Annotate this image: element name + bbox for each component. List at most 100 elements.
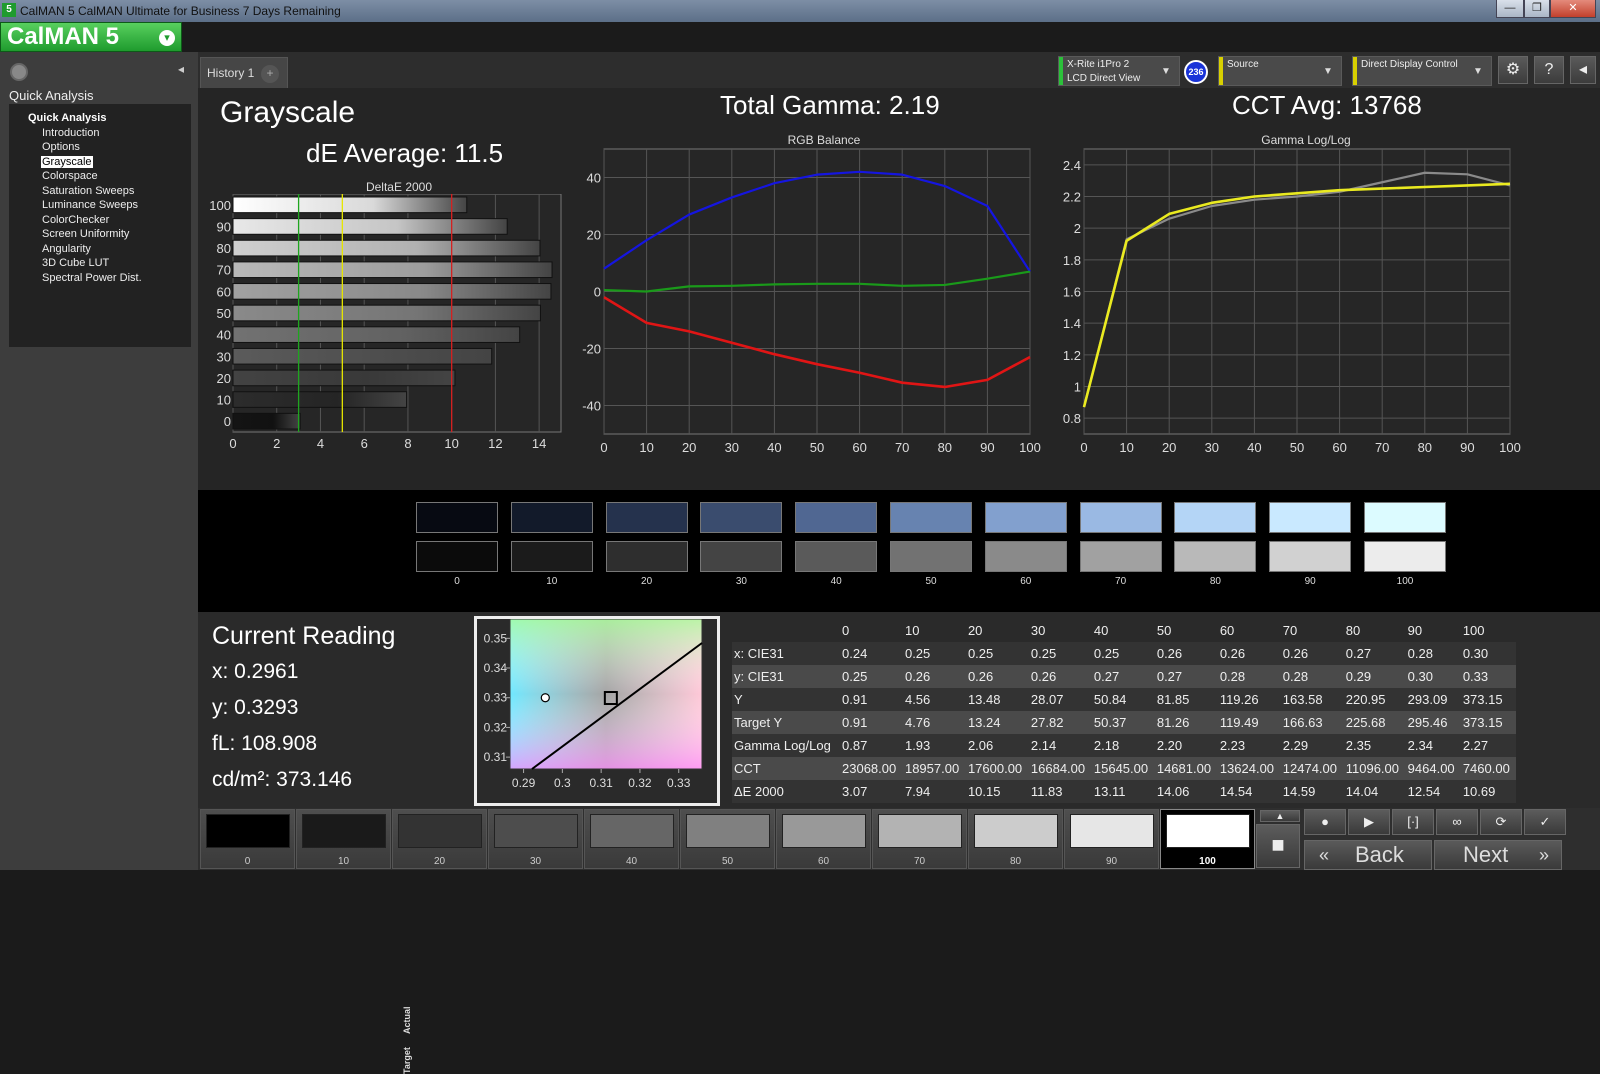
sidebar-item-saturation-sweeps[interactable]: Saturation Sweeps	[42, 185, 135, 197]
deltae-x-tick: 0	[229, 436, 236, 451]
deltae-bar	[232, 326, 521, 343]
table-cell: 10.69	[1462, 784, 1496, 799]
refresh-icon[interactable]: ⟳	[1480, 809, 1522, 835]
patch-button-80[interactable]: 80	[968, 809, 1063, 869]
patch-button-0[interactable]: 0	[200, 809, 295, 869]
table-cell: 0.25	[1093, 646, 1120, 661]
x-tick: 60	[852, 440, 866, 455]
table-cell: 163.58	[1282, 692, 1323, 707]
cie-y-tick: 0.34	[484, 661, 508, 675]
table-cell: 0.26	[1156, 646, 1183, 661]
table-cell: 9464.00	[1407, 761, 1455, 776]
y-tick: 1	[1074, 380, 1081, 395]
minimize-button[interactable]: —	[1496, 0, 1524, 18]
table-cell: 166.63	[1282, 715, 1323, 730]
sidebar-item-colorchecker[interactable]: ColorChecker	[42, 214, 110, 226]
table-row: x: CIE31 0.24 0.25 0.25 0.25 0.25 0.26 0.26 0.26…	[732, 642, 1516, 665]
next-button[interactable]: Next »	[1434, 840, 1562, 870]
meter-selector[interactable]: X-Rite i1Pro 2 LCD Direct View ▼	[1058, 56, 1180, 86]
table-row: Y 0.91 4.56 13.48 28.07 50.84 81.85 119.26 163.5…	[732, 688, 1516, 711]
sidebar-item-options[interactable]: Options	[42, 141, 80, 153]
deltae-y-tick: 40	[217, 328, 231, 343]
patch-button-50[interactable]: 50	[680, 809, 775, 869]
target-swatch	[890, 541, 972, 572]
deltae-x-tick: 14	[532, 436, 546, 451]
meter-name: X-Rite i1Pro 2	[1067, 59, 1130, 70]
table-cell: 0.30	[1407, 669, 1433, 684]
stop-icon[interactable]: ●	[1304, 809, 1346, 835]
source-status-indicator	[1219, 57, 1223, 85]
collapse-panel-icon[interactable]: ◂	[1570, 56, 1596, 84]
table-cell: 28.07	[1030, 692, 1064, 707]
table-cell: 0.24	[842, 646, 868, 661]
close-button[interactable]: ✕	[1550, 0, 1596, 18]
y-tick: 1.4	[1063, 316, 1081, 331]
table-cell: 0.33	[1462, 669, 1489, 684]
collapse-sidebar-icon[interactable]: ◂	[177, 62, 185, 76]
settings-gear-icon[interactable]: ⚙	[1498, 56, 1528, 84]
continuous-read-icon[interactable]: ∞	[1436, 809, 1478, 835]
table-cell: 2.18	[1093, 738, 1120, 753]
add-tab-icon[interactable]: +	[261, 65, 279, 83]
cie-plot-border	[509, 618, 703, 770]
y-tick: 1.8	[1063, 253, 1081, 268]
sidebar-item-luminance-sweeps[interactable]: Luminance Sweeps	[42, 199, 139, 211]
table-cell: 0.27	[1093, 669, 1120, 684]
actual-swatch	[1079, 502, 1162, 533]
sidebar-item-grayscale[interactable]: Grayscale	[41, 156, 93, 168]
tree-root[interactable]: Quick Analysis	[28, 112, 107, 124]
sidebar-item-3d-cube-lut[interactable]: 3D Cube LUT	[42, 257, 110, 269]
table-cell: 0.29	[1345, 669, 1372, 684]
maximize-button[interactable]: ❐	[1524, 0, 1550, 18]
gamma-log-log-chart: 0 10 20 30 40 50 60 70 80 90 100 2.4 2.2 2 1.8 1.6 1.4 1.…	[1063, 148, 1521, 455]
table-cell: 0.28	[1407, 646, 1433, 661]
deltae-bar	[232, 239, 541, 257]
patch-label: 40	[625, 856, 638, 867]
patch-button-90[interactable]: 90	[1064, 809, 1159, 869]
sidebar-item-angularity[interactable]: Angularity	[42, 243, 91, 255]
patch-button-40[interactable]: 40	[584, 809, 679, 869]
table-row-label: y: CIE31	[734, 669, 784, 684]
tab-history-label: History 1	[207, 66, 255, 80]
table-cell: 0.26	[1282, 646, 1309, 661]
x-tick: 40	[1247, 440, 1261, 455]
display-control-selector[interactable]: Direct Display Control ▼	[1352, 56, 1492, 86]
back-arrow-icon: «	[1319, 845, 1330, 865]
table-row-label: Y	[734, 692, 743, 707]
read-range-icon[interactable]: [·]	[1392, 809, 1434, 835]
y-tick: 1.6	[1063, 285, 1081, 300]
source-selector[interactable]: Source ▼	[1218, 56, 1342, 86]
calman-logo-menu[interactable]: CalMAN 5 ▾	[0, 22, 182, 52]
sidebar-item-colorspace[interactable]: Colorspace	[42, 170, 98, 182]
x-tick: 70	[895, 440, 909, 455]
patch-button-10[interactable]: 10	[296, 809, 391, 869]
patch-label: 70	[913, 856, 926, 867]
stop-read-icon[interactable]: ■	[1256, 824, 1300, 868]
tab-bar: History 1 + X-Rite i1Pro 2 LCD Direct Vi…	[198, 52, 1600, 88]
table-cell: 220.95	[1345, 692, 1386, 707]
play-icon[interactable]: ▶	[1348, 809, 1390, 835]
sidebar-item-introduction[interactable]: Introduction	[42, 127, 100, 139]
patch-button-100[interactable]: 100	[1160, 809, 1255, 869]
collapse-up-icon[interactable]: ▲	[1260, 810, 1300, 822]
sidebar-item-screen-uniformity[interactable]: Screen Uniformity	[42, 228, 130, 240]
table-cell: 11.83	[1030, 784, 1063, 799]
help-icon[interactable]: ?	[1534, 56, 1564, 84]
patch-button-30[interactable]: 30	[488, 809, 583, 869]
rgb-balance-title: RGB Balance	[787, 133, 861, 147]
table-cell: 0.91	[842, 715, 868, 730]
sidebar-item-spectral-power-dist[interactable]: Spectral Power Dist.	[42, 272, 142, 284]
back-button[interactable]: « Back	[1304, 840, 1432, 870]
actual-row-label: Actual	[402, 1006, 412, 1034]
patch-button-20[interactable]: 20	[392, 809, 487, 869]
y-tick: 1.2	[1063, 348, 1081, 363]
meter-badge[interactable]: 236	[1184, 60, 1208, 84]
table-cell: 0.30	[1462, 646, 1489, 661]
patch-button-70[interactable]: 70	[872, 809, 967, 869]
patch-button-60[interactable]: 60	[776, 809, 871, 869]
tab-history-1[interactable]: History 1 +	[200, 57, 288, 88]
chevron-down-icon: ▼	[1473, 66, 1483, 77]
check-icon[interactable]: ✓	[1524, 809, 1566, 835]
workflow-icon[interactable]	[10, 63, 28, 81]
sidebar-heading: Quick Analysis	[9, 88, 94, 103]
